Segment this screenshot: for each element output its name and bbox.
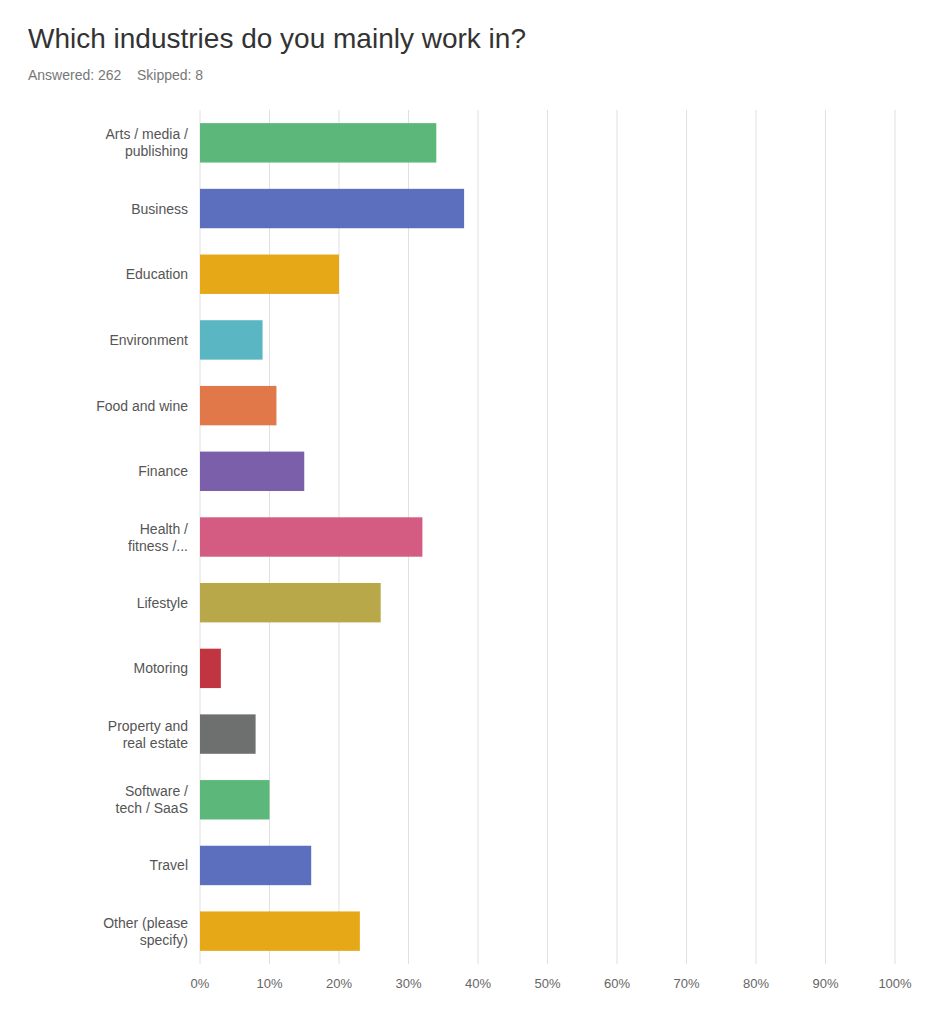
bar bbox=[200, 386, 276, 425]
category-label-line: Lifestyle bbox=[137, 595, 189, 611]
category-label-line: Arts / media / bbox=[106, 126, 189, 142]
category-label: Lifestyle bbox=[137, 595, 189, 611]
grid-line bbox=[825, 110, 826, 964]
x-tick-label: 90% bbox=[812, 976, 838, 991]
bar bbox=[200, 255, 339, 294]
bar bbox=[200, 911, 360, 950]
category-label: Environment bbox=[109, 332, 188, 348]
category-label-line: Finance bbox=[138, 463, 188, 479]
category-label-line: Environment bbox=[109, 332, 188, 348]
x-tick-label: 50% bbox=[534, 976, 560, 991]
subtitle: Answered: 262 Skipped: 8 bbox=[28, 67, 203, 83]
category-label: Food and wine bbox=[96, 398, 188, 414]
x-tick-label: 80% bbox=[743, 976, 769, 991]
bar bbox=[200, 452, 304, 491]
bar bbox=[200, 846, 311, 885]
category-label-line: Business bbox=[131, 201, 188, 217]
grid-line bbox=[617, 110, 618, 964]
x-tick-label: 10% bbox=[256, 976, 282, 991]
chart: Which industries do you mainly work in? A… bbox=[0, 0, 931, 1024]
bar bbox=[200, 780, 270, 819]
category-label-line: specify) bbox=[140, 932, 188, 948]
category-label-line: Food and wine bbox=[96, 398, 188, 414]
grid-line bbox=[547, 110, 548, 964]
x-tick-label: 30% bbox=[395, 976, 421, 991]
grid-line bbox=[478, 110, 479, 964]
category-label: Software /tech / SaaS bbox=[116, 783, 188, 816]
y-axis: Arts / media /publishing Business Educatio… bbox=[96, 126, 188, 947]
category-label: Other (pleasespecify) bbox=[103, 915, 188, 948]
category-label: Health /fitness /... bbox=[128, 521, 188, 554]
category-label-line: Motoring bbox=[134, 660, 188, 676]
category-label-line: real estate bbox=[123, 735, 189, 751]
category-label: Motoring bbox=[134, 660, 188, 676]
x-tick-label: 70% bbox=[673, 976, 699, 991]
x-axis: 0% 10% 20% 30% 40% 50% 60% 70% 80% 90% 100% bbox=[191, 976, 912, 991]
bar bbox=[200, 320, 263, 359]
category-label-line: Other (please bbox=[103, 915, 188, 931]
grid-line bbox=[895, 110, 896, 964]
category-label-line: Education bbox=[126, 266, 188, 282]
x-tick-label: 20% bbox=[326, 976, 352, 991]
category-label: Arts / media /publishing bbox=[106, 126, 189, 159]
category-label-line: Property and bbox=[108, 718, 188, 734]
title: Which industries do you mainly work in? bbox=[28, 23, 526, 54]
category-label: Travel bbox=[150, 857, 188, 873]
x-tick-label: 60% bbox=[604, 976, 630, 991]
x-tick-label: 40% bbox=[465, 976, 491, 991]
category-label-line: Health / bbox=[140, 521, 188, 537]
category-label: Property andreal estate bbox=[108, 718, 188, 751]
category-label-line: tech / SaaS bbox=[116, 800, 188, 816]
category-label: Education bbox=[126, 266, 188, 282]
grid-line bbox=[756, 110, 757, 964]
bar bbox=[200, 649, 221, 688]
bar bbox=[200, 714, 256, 753]
category-label-line: publishing bbox=[125, 143, 188, 159]
grid-line bbox=[686, 110, 687, 964]
bar bbox=[200, 517, 422, 556]
x-tick-label: 0% bbox=[191, 976, 210, 991]
bar bbox=[200, 583, 381, 622]
category-label-line: Travel bbox=[150, 857, 188, 873]
category-label-line: fitness /... bbox=[128, 538, 188, 554]
bars bbox=[200, 123, 464, 951]
bar bbox=[200, 123, 436, 162]
x-tick-label: 100% bbox=[878, 976, 912, 991]
category-label: Finance bbox=[138, 463, 188, 479]
bar bbox=[200, 189, 464, 228]
category-label: Business bbox=[131, 201, 188, 217]
grid bbox=[200, 110, 895, 964]
category-label-line: Software / bbox=[125, 783, 188, 799]
